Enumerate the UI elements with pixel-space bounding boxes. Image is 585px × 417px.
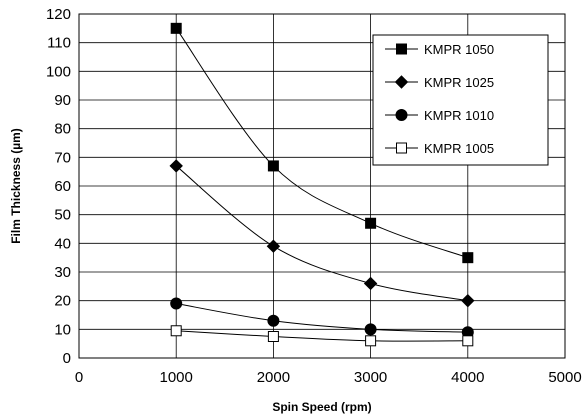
legend-marker xyxy=(396,110,407,121)
series-line xyxy=(176,331,468,341)
y-tick-label: 60 xyxy=(54,178,71,195)
legend-label: KMPR 1050 xyxy=(424,42,494,57)
legend: KMPR 1050 KMPR 1025 KMPR 1010 KMPR 1005 xyxy=(373,35,548,165)
y-tick-label: 40 xyxy=(54,235,71,252)
y-tick-label: 100 xyxy=(46,63,71,80)
data-point xyxy=(268,315,279,326)
y-tick-labels: 0 10 20 30 40 50 60 70 80 90 100 110 120 xyxy=(46,6,71,367)
y-tick-label: 110 xyxy=(47,35,71,52)
y-tick-label: 20 xyxy=(54,293,71,310)
data-point xyxy=(268,332,278,342)
y-tick-label: 120 xyxy=(46,6,71,23)
x-tick-label: 3000 xyxy=(354,369,387,386)
y-tick-label: 50 xyxy=(54,207,71,224)
data-point xyxy=(171,23,181,33)
data-point xyxy=(171,298,182,309)
x-axis-title: Spin Speed (rpm) xyxy=(272,400,371,414)
data-point xyxy=(365,324,376,335)
data-point xyxy=(462,295,474,307)
data-point xyxy=(463,253,473,263)
y-tick-label: 30 xyxy=(54,264,71,281)
x-tick-label: 4000 xyxy=(451,369,484,386)
x-tick-label: 2000 xyxy=(257,369,290,386)
legend-label: KMPR 1025 xyxy=(424,75,494,90)
x-tick-label: 5000 xyxy=(548,369,581,386)
data-point xyxy=(267,240,279,252)
y-tick-label: 0 xyxy=(63,350,71,367)
series-line xyxy=(176,304,468,333)
legend-label: KMPR 1005 xyxy=(424,141,494,156)
x-tick-label: 0 xyxy=(75,369,83,386)
y-tick-label: 80 xyxy=(54,121,71,138)
y-tick-label: 70 xyxy=(54,149,71,166)
x-tick-labels: 0 1000 2000 3000 4000 5000 xyxy=(75,369,582,386)
data-point xyxy=(171,326,181,336)
y-axis-title: Film Thickness (µm) xyxy=(9,128,23,244)
data-point xyxy=(463,336,473,346)
y-tick-label: 10 xyxy=(54,321,71,338)
legend-label: KMPR 1010 xyxy=(424,108,494,123)
y-tick-label: 90 xyxy=(54,92,71,109)
legend-marker xyxy=(397,143,407,153)
data-point xyxy=(365,277,377,289)
data-point xyxy=(366,336,376,346)
data-point xyxy=(268,161,278,171)
data-point xyxy=(366,218,376,228)
legend-marker xyxy=(397,44,407,54)
x-tick-label: 1000 xyxy=(160,369,193,386)
